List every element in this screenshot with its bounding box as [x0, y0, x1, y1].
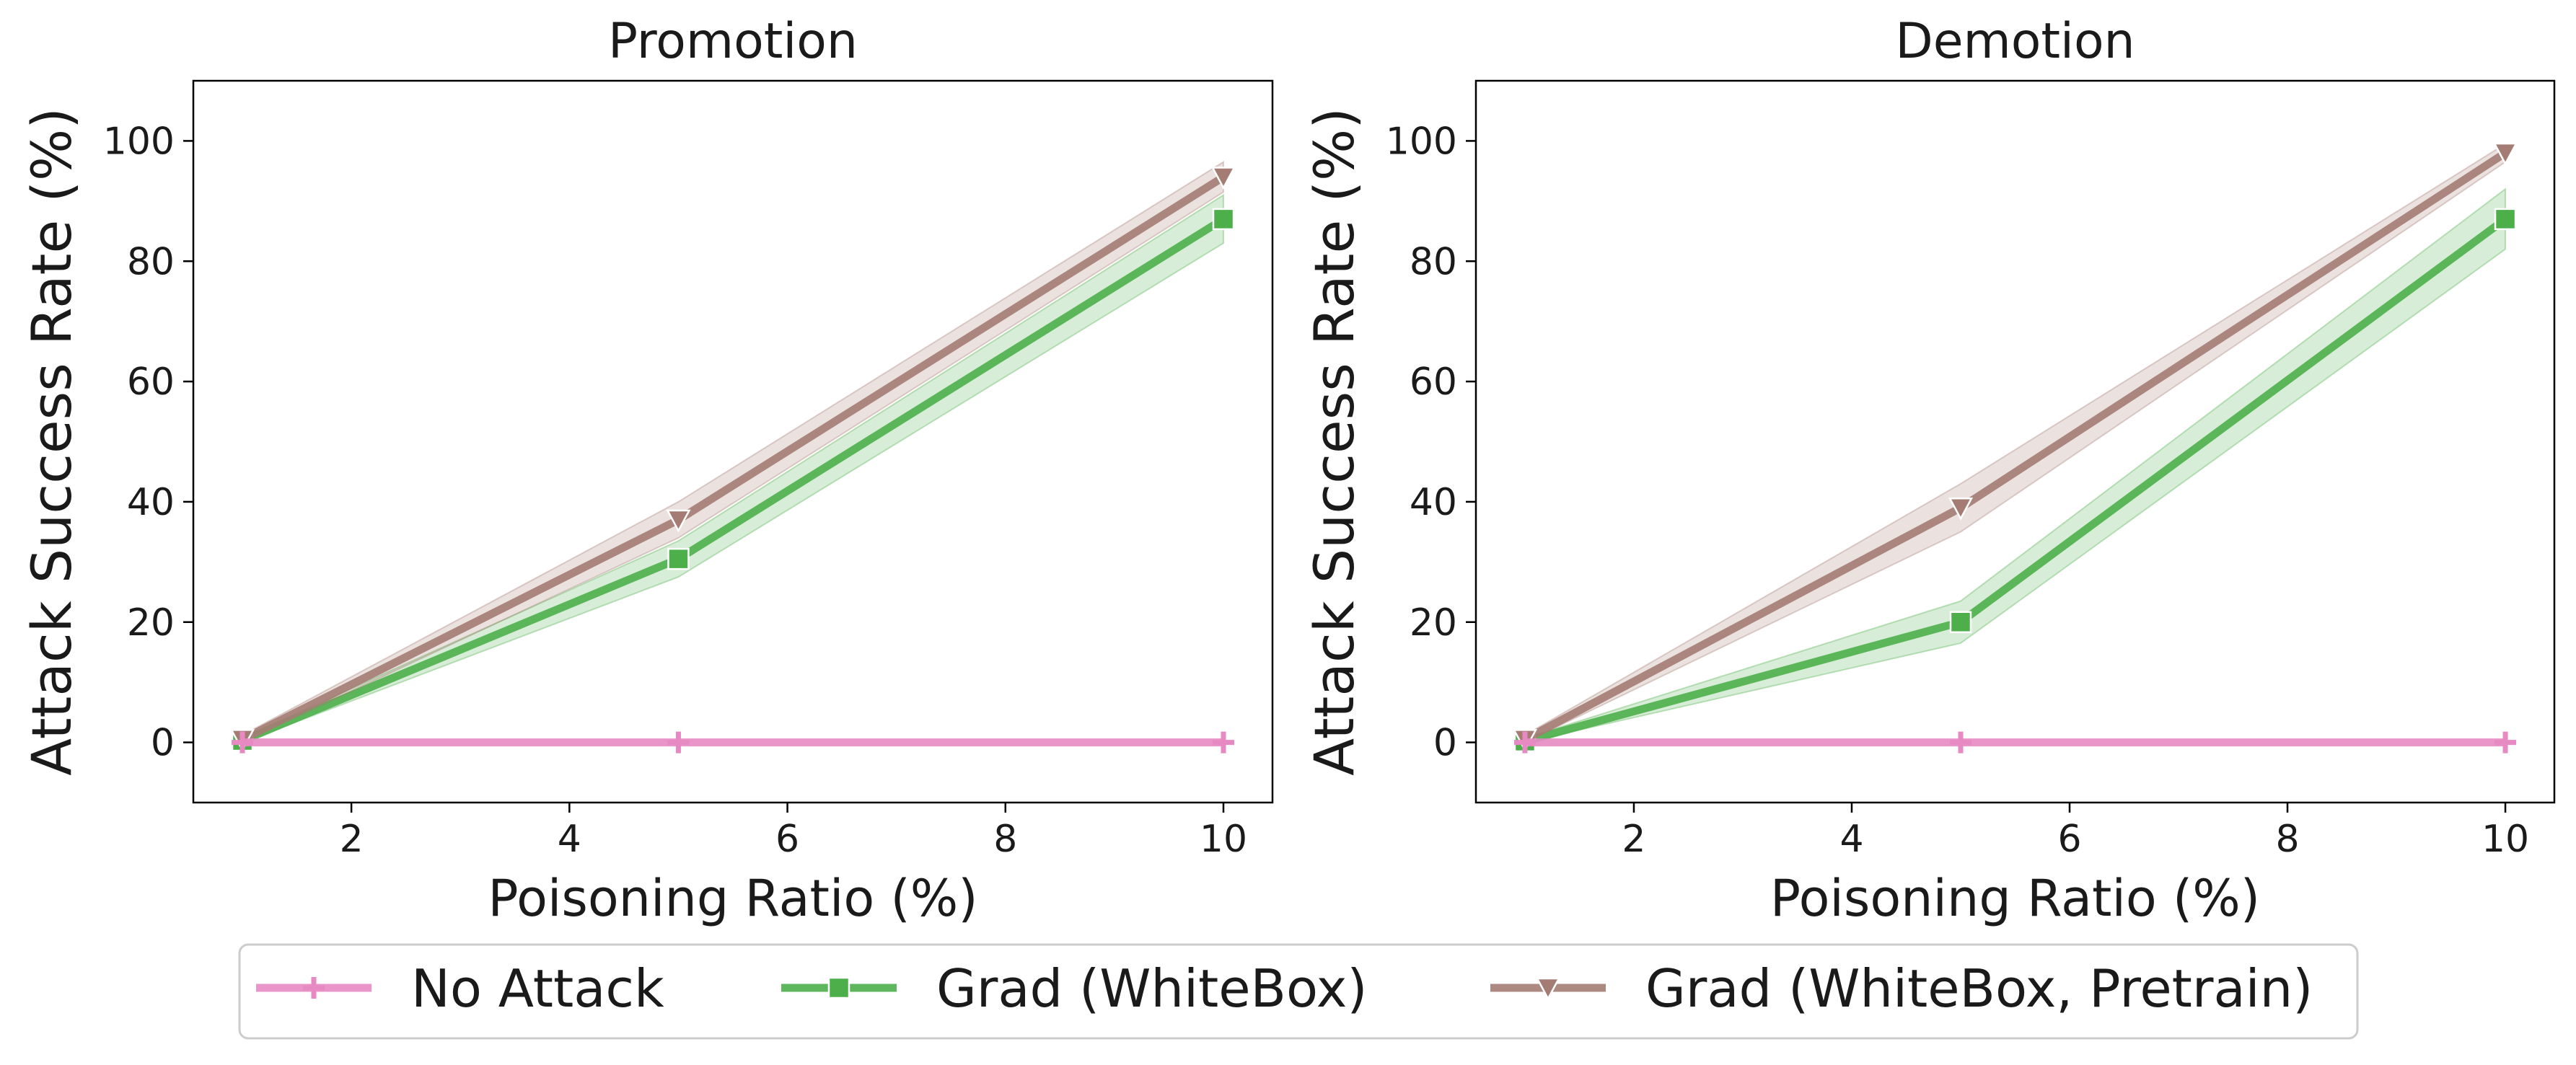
- data-point-no-attack: [2494, 731, 2517, 754]
- y-tick-label: 60: [127, 361, 175, 404]
- x-tick-label: 4: [1839, 818, 1863, 861]
- y-tick-label: 80: [1410, 240, 1457, 283]
- y-tick-label: 20: [127, 601, 175, 645]
- y-tick-label: 100: [103, 120, 175, 163]
- data-point-no-attack: [1213, 731, 1234, 754]
- y-tick-label: 40: [127, 481, 175, 524]
- x-tick-label: 4: [558, 818, 581, 861]
- legend-marker-grad-whitebox-pretrain: [1535, 977, 1561, 1001]
- chart-title: Promotion: [608, 13, 858, 70]
- data-point-grad-whitebox-pretrain: [1210, 167, 1236, 190]
- x-tick-label: 10: [2482, 818, 2529, 861]
- y-axis-label: Attack Success Rate (%): [19, 107, 84, 776]
- data-point-no-attack: [1949, 731, 1971, 754]
- y-tick-label: 40: [1410, 481, 1457, 524]
- legend-marker-grad-whitebox: [827, 976, 850, 999]
- data-point-grad-whitebox: [2494, 208, 2517, 231]
- x-tick-label: 10: [1200, 818, 1247, 861]
- x-axis-label: Poisoning Ratio (%): [488, 869, 977, 928]
- legend-label-grad-whitebox-pretrain: Grad (WhiteBox, Pretrain): [1645, 958, 2313, 1019]
- y-tick-label: 100: [1386, 120, 1457, 163]
- y-tick-label: 20: [1410, 601, 1457, 645]
- data-point-grad-whitebox: [1949, 611, 1972, 633]
- data-point-grad-whitebox-pretrain: [2492, 142, 2518, 166]
- plot-frame: [1474, 79, 2556, 804]
- legend-label-grad-whitebox: Grad (WhiteBox): [936, 958, 1367, 1019]
- legend-label-no-attack: No Attack: [411, 958, 664, 1019]
- legend: No Attack Grad (WhiteBox) Grad (WhiteBox, …: [238, 943, 2359, 1040]
- x-tick-label: 8: [2275, 818, 2299, 861]
- data-point-grad-whitebox-pretrain: [666, 509, 691, 533]
- y-tick-label: 0: [151, 722, 175, 765]
- x-tick-label: 2: [1622, 818, 1645, 861]
- x-tick-label: 6: [775, 818, 799, 861]
- y-tick-label: 80: [127, 240, 175, 283]
- x-tick-label: 8: [993, 818, 1017, 861]
- data-point-grad-whitebox-pretrain: [1948, 498, 1974, 521]
- plot-frame: [192, 79, 1274, 804]
- chart-title: Demotion: [1895, 13, 2135, 70]
- plot-area: [1476, 81, 2554, 803]
- x-tick-label: 6: [2057, 818, 2081, 861]
- legend-marker-no-attack: [303, 977, 325, 999]
- x-axis-label: Poisoning Ratio (%): [1770, 869, 2260, 928]
- y-axis-label: Attack Success Rate (%): [1302, 107, 1366, 776]
- data-point-no-attack: [1513, 731, 1536, 754]
- data-point-grad-whitebox: [667, 547, 690, 570]
- data-point-grad-whitebox: [1212, 208, 1235, 231]
- y-tick-label: 60: [1410, 361, 1457, 404]
- data-point-no-attack: [232, 731, 253, 754]
- data-point-no-attack: [667, 731, 690, 754]
- x-tick-label: 2: [340, 818, 364, 861]
- y-tick-label: 0: [1433, 722, 1457, 765]
- legend-frame: [238, 943, 2359, 1040]
